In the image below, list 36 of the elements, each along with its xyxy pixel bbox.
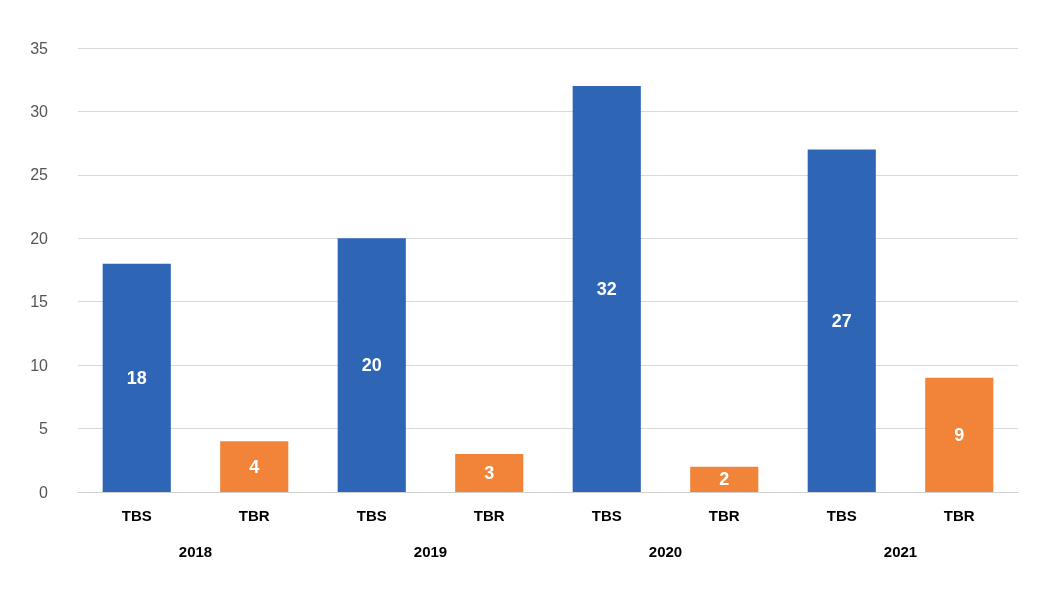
x-tick-label: TBS [826, 507, 857, 524]
x-tick-label: TBR [238, 507, 270, 524]
data-label: 20 [361, 355, 382, 376]
text: 2018 [178, 543, 213, 560]
y-tick-label: 0 [39, 483, 49, 501]
x-tick-label: TBR [473, 507, 505, 524]
data-label: 32 [596, 279, 617, 300]
data-label: 2 [719, 469, 730, 490]
y-tick-label: 30 [30, 102, 49, 120]
x-tick-label: TBS [356, 507, 387, 524]
bar [807, 149, 876, 492]
bar [925, 377, 994, 492]
data-label: 9 [954, 424, 965, 445]
bar [220, 441, 289, 492]
y-tick-label: 10 [30, 356, 49, 374]
y-tick-label: 5 [39, 420, 49, 438]
text: 2019 [413, 543, 448, 560]
y-tick-label: 20 [30, 229, 49, 247]
data-label: 3 [484, 462, 495, 483]
x-tick-label: TBS [121, 507, 152, 524]
bar [102, 263, 171, 492]
x-tick-label: TBR [943, 507, 975, 524]
bar [572, 86, 641, 492]
bar [690, 466, 759, 492]
x-tick-label: TBS [591, 507, 622, 524]
bar [337, 238, 406, 492]
data-label: 4 [249, 456, 260, 477]
data-label: 18 [126, 367, 147, 388]
x-tick-label: TBR [708, 507, 740, 524]
y-tick-label: 15 [30, 293, 49, 311]
y-tick-label: 35 [30, 39, 49, 57]
bar [455, 453, 524, 492]
text: 2021 [883, 543, 918, 560]
text: 2020 [648, 543, 683, 560]
data-label: 27 [831, 310, 852, 331]
y-tick-label: 25 [30, 166, 49, 184]
